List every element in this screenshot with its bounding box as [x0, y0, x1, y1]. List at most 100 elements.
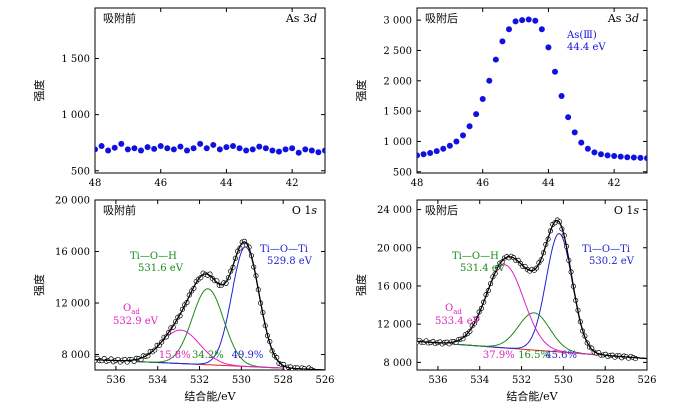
data-point — [552, 68, 558, 75]
label-ti-o-ti: Ti—O—Ti — [582, 244, 630, 255]
plot-frame — [94, 199, 326, 371]
data-point — [151, 145, 158, 152]
data-point — [417, 152, 420, 159]
data-point — [197, 140, 204, 147]
data-point — [440, 145, 447, 152]
data-point — [499, 38, 506, 45]
label-oad: Oad — [123, 303, 140, 316]
data-point — [190, 145, 197, 152]
x-tick-label: 534 — [148, 375, 167, 386]
peak-energy: 44.4 eV — [567, 42, 606, 53]
data-point — [427, 149, 434, 156]
panel-element-orbital: d — [310, 12, 317, 25]
x-tick-label: 526 — [315, 375, 334, 386]
panel-bottom-left: 536 534 532 530 528 526 8 000 12 000 16 000 20 00… — [32, 196, 335, 404]
fit-envelope-curve — [417, 219, 647, 360]
panel-tag: 吸附后 — [425, 203, 458, 217]
y-tick-label: 8 000 — [383, 358, 412, 369]
data-point — [95, 146, 98, 153]
x-tick-label: 534 — [470, 375, 489, 386]
data-point — [308, 147, 315, 154]
data-point — [315, 149, 322, 156]
y-tick-label: 16 000 — [377, 281, 412, 292]
data-point — [519, 17, 526, 24]
y-tick-label: 1 500 — [61, 54, 90, 65]
data-point — [184, 147, 190, 154]
data-point — [118, 140, 125, 147]
y-tick-label: 12 000 — [377, 320, 412, 331]
label-ti-o-h: Ti—O—H — [130, 251, 177, 262]
label-oad-subscript: ad — [453, 308, 462, 316]
data-point — [230, 143, 236, 150]
panel-tag: 吸附前 — [103, 11, 136, 25]
data-point — [322, 147, 325, 154]
x-tick-label: 44 — [220, 178, 233, 189]
data-point — [479, 95, 486, 102]
data-point — [236, 145, 243, 152]
x-axis-label: 结合能/eV — [184, 389, 236, 403]
data-point — [453, 138, 460, 145]
panel-element: O 1s — [614, 204, 640, 217]
energy-oad: 533.4 eV — [435, 316, 481, 327]
data-point — [466, 123, 473, 130]
data-point — [249, 146, 256, 153]
data-point — [512, 18, 519, 25]
x-tick-label: 536 — [106, 375, 125, 386]
data-point — [157, 143, 164, 150]
x-tick-label: 44 — [542, 178, 555, 189]
data-point — [302, 146, 309, 153]
plot-area — [417, 217, 647, 362]
panel-bottom-right: 536 534 532 530 528 526 8 000 12 000 16 000 20 00… — [354, 199, 657, 403]
data-point — [486, 77, 493, 84]
panel-top-left: 48 46 44 42 500 1 000 1 500 吸附前 As 3d 强度 — [32, 7, 326, 189]
data-point — [276, 148, 282, 155]
y-tick-label: 24 000 — [377, 205, 412, 216]
peak-label: As(Ⅲ) — [566, 30, 597, 41]
panel-element: As 3d — [607, 12, 639, 25]
y-tick-label: 500 — [71, 166, 90, 177]
data-point — [420, 151, 427, 158]
data-point — [223, 144, 230, 151]
data-point — [105, 147, 112, 154]
percent-oad: 37.9% — [483, 350, 515, 361]
data-point — [473, 111, 480, 118]
data-point — [216, 146, 223, 153]
data-point — [433, 148, 440, 155]
panel-top-right: 48 46 44 42 500 1 000 1 500 2 000 2 500 3 000 吸附后 A… — [354, 7, 648, 189]
x-tick-label: 48 — [411, 178, 424, 189]
y-tick-label: 12 000 — [55, 299, 90, 310]
data-point — [558, 92, 565, 99]
y-tick-label: 2 000 — [383, 76, 412, 87]
data-point — [131, 145, 138, 152]
data-point — [446, 142, 453, 149]
data-point — [538, 26, 545, 33]
data-point — [492, 56, 499, 63]
data-point — [177, 143, 184, 150]
y-axis-label: 强度 — [32, 274, 46, 296]
percent-ti-o-h: 16.5% — [518, 350, 550, 361]
data-point — [243, 147, 250, 154]
data-point — [144, 144, 151, 151]
energy-oad: 532.9 eV — [113, 316, 159, 327]
label-ti-o-h: Ti—O—H — [452, 251, 499, 262]
data-point — [138, 147, 144, 154]
percent-ti-o-h: 34.2% — [192, 350, 224, 361]
panel-tag: 吸附后 — [425, 11, 458, 25]
data-point — [210, 141, 217, 148]
data-point — [525, 16, 532, 23]
panel-element: O 1s — [292, 204, 318, 217]
data-point — [198, 275, 204, 281]
data-point — [256, 143, 263, 150]
y-tick-label: 20 000 — [55, 196, 90, 207]
data-point — [164, 145, 171, 152]
data-point — [584, 145, 591, 152]
data-point — [282, 146, 289, 153]
data-point — [203, 145, 210, 152]
x-tick-label: 532 — [512, 375, 531, 386]
data-point — [578, 139, 585, 146]
y-axis-label: 强度 — [354, 274, 368, 296]
data-point — [170, 146, 177, 153]
y-tick-label: 3 000 — [383, 16, 412, 27]
data-point — [545, 44, 552, 51]
